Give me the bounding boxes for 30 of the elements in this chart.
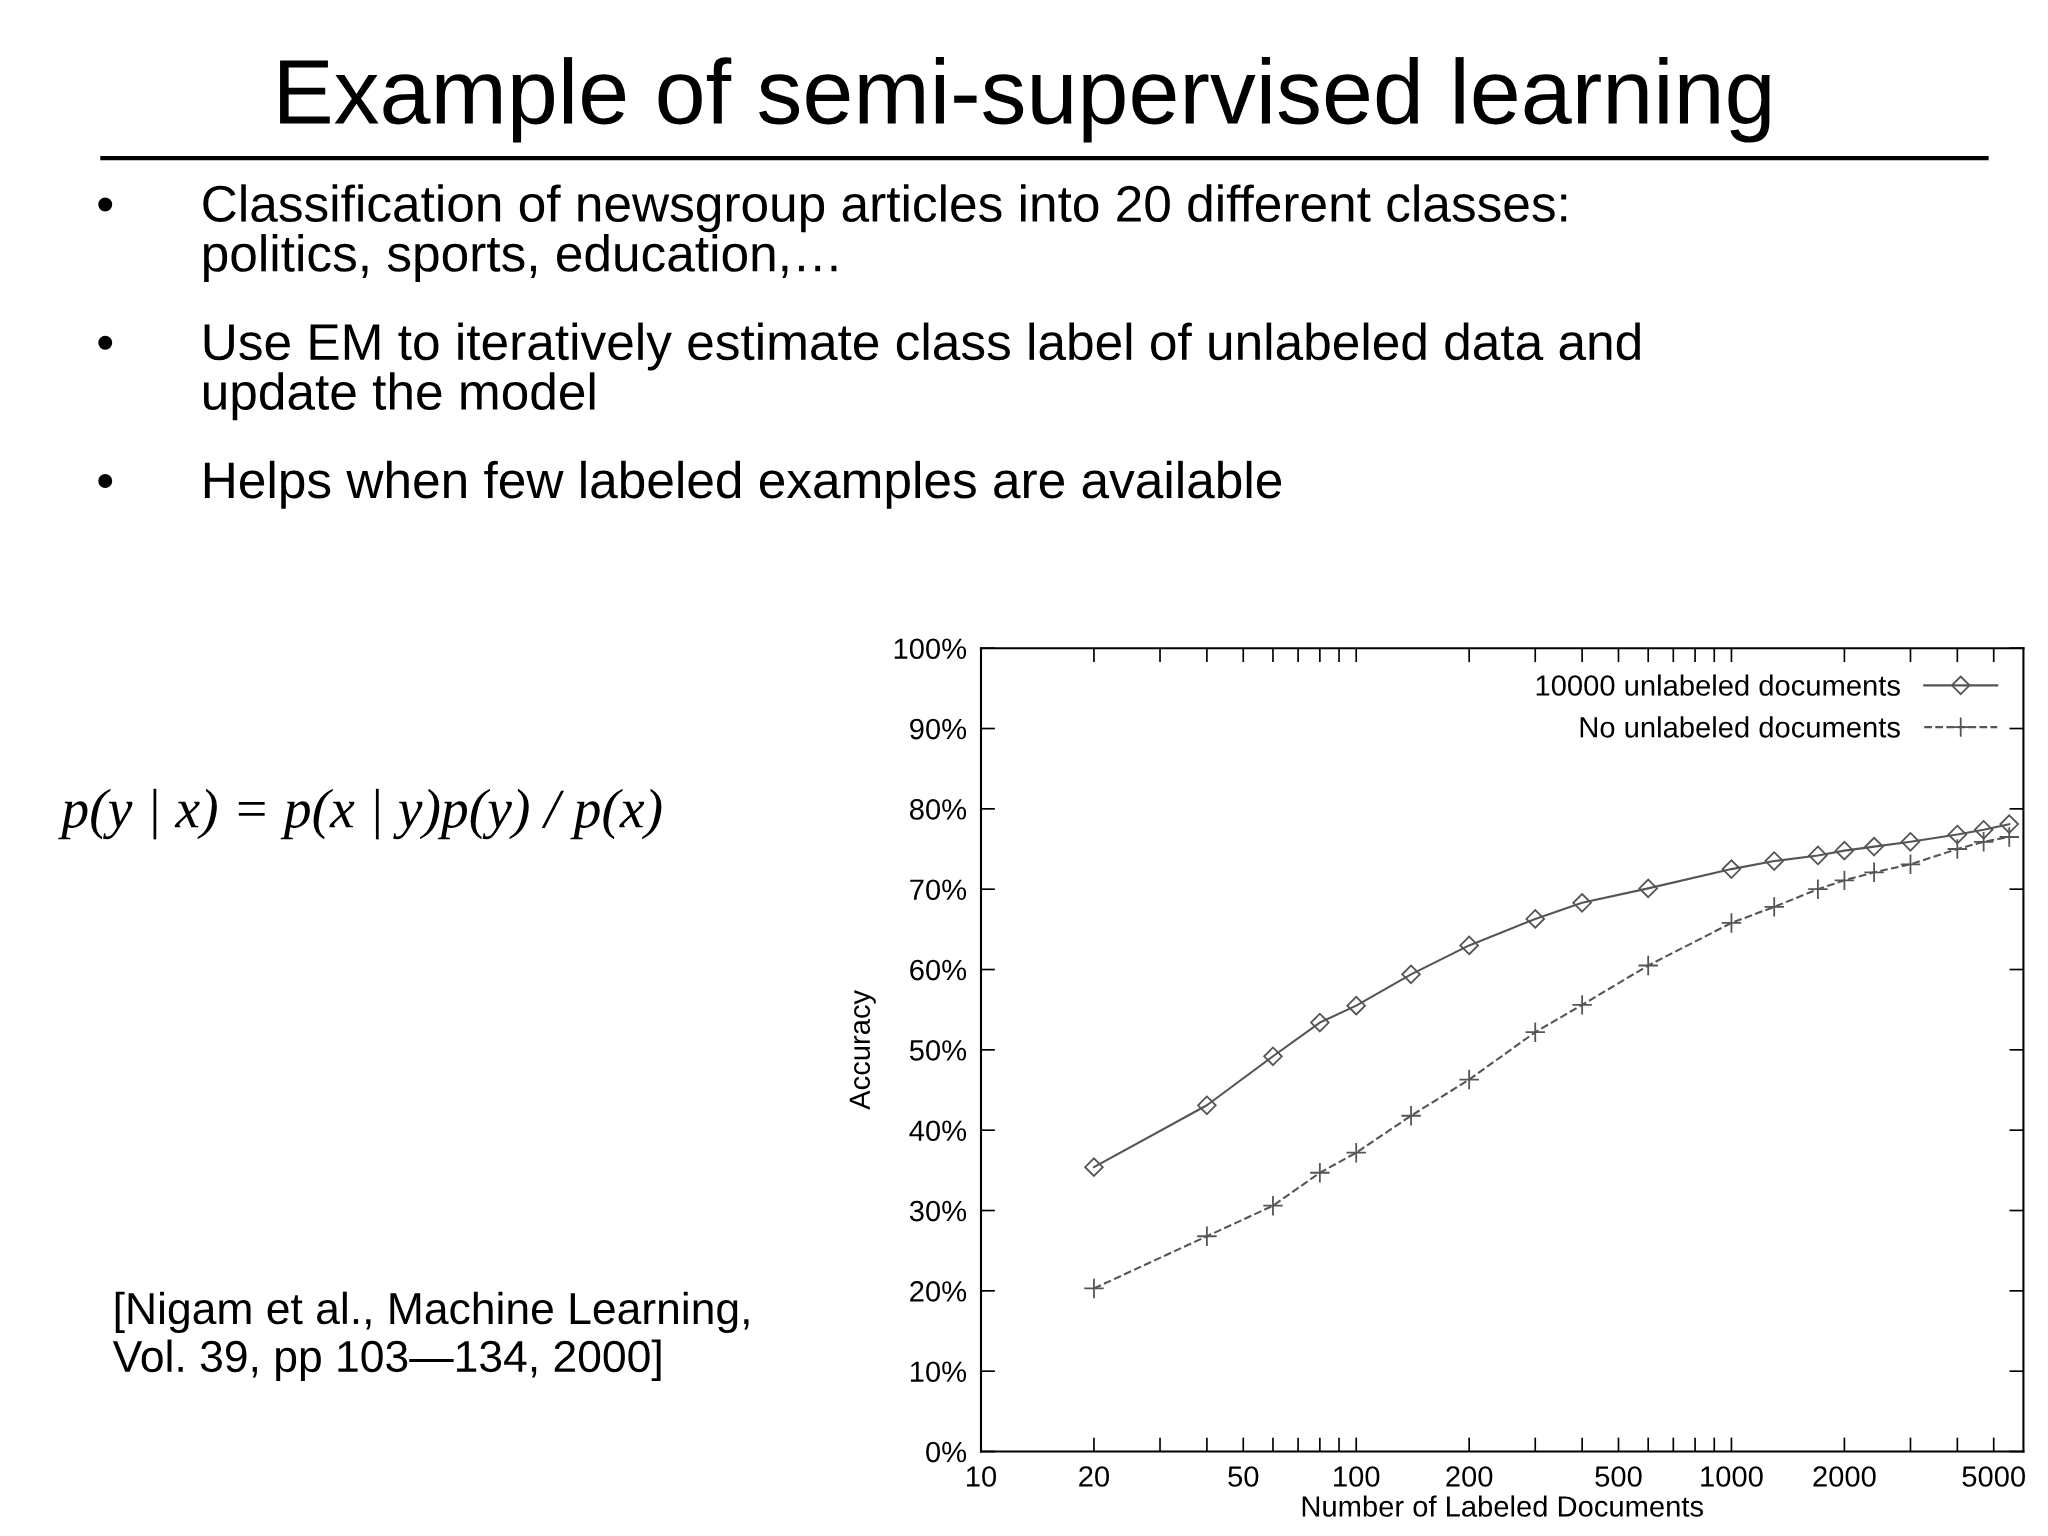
y-tick-label: 40% <box>909 1120 967 1142</box>
x-tick-label: 2000 <box>1813 1466 1876 1487</box>
x-tick-label: 1000 <box>1701 1466 1763 1487</box>
x-axis-title: Number of Labeled Documents <box>1302 1495 1704 1517</box>
y-tick-label: 60% <box>910 959 967 981</box>
y-tick-label: 50% <box>909 1040 967 1061</box>
text: [Nigam et al., Machine Learning, Vol. 39, pp 103—134, 2000] <box>112 1291 749 1381</box>
y-tick-label: 30% <box>909 1200 967 1222</box>
y-tick-label: 90% <box>910 718 967 740</box>
y-tick-label: 0% <box>926 1441 967 1463</box>
y-tick-label: 20% <box>910 1281 967 1302</box>
y-tick-label: 80% <box>910 799 967 820</box>
text: • Use EM to iteratively estimate class label of unlabeled data and update the model <box>98 322 1640 421</box>
x-tick-label: 20 <box>1079 1466 1110 1487</box>
chart-title: Example of semi-supervised learning <box>280 57 1770 143</box>
x-tick-label: 10 <box>967 1466 997 1487</box>
y-tick-label: 70% <box>910 879 967 901</box>
x-tick-label: 200 <box>1446 1466 1493 1487</box>
text: • Helps when few labeled examples are available <box>98 460 1282 509</box>
y-tick-label: 100% <box>894 638 967 660</box>
text: p(y | x) = p(x | y)p(y) / p(x) <box>58 788 662 840</box>
legend-label: 10000 unlabeled documents <box>1536 674 1900 696</box>
y-axis-title: Accuracy <box>849 989 876 1110</box>
y-tick-label: 10% <box>910 1361 967 1383</box>
x-tick-label: 100 <box>1334 1466 1380 1487</box>
text: • Classification of newsgroup articles into 20 different classes: politics, sports, education,… <box>98 184 1567 282</box>
legend-label: No unlabeled documents <box>1580 716 1900 738</box>
x-tick-label: 5000 <box>1962 1466 2026 1487</box>
x-tick-label: 500 <box>1595 1466 1642 1487</box>
x-tick-label: 50 <box>1228 1466 1259 1487</box>
